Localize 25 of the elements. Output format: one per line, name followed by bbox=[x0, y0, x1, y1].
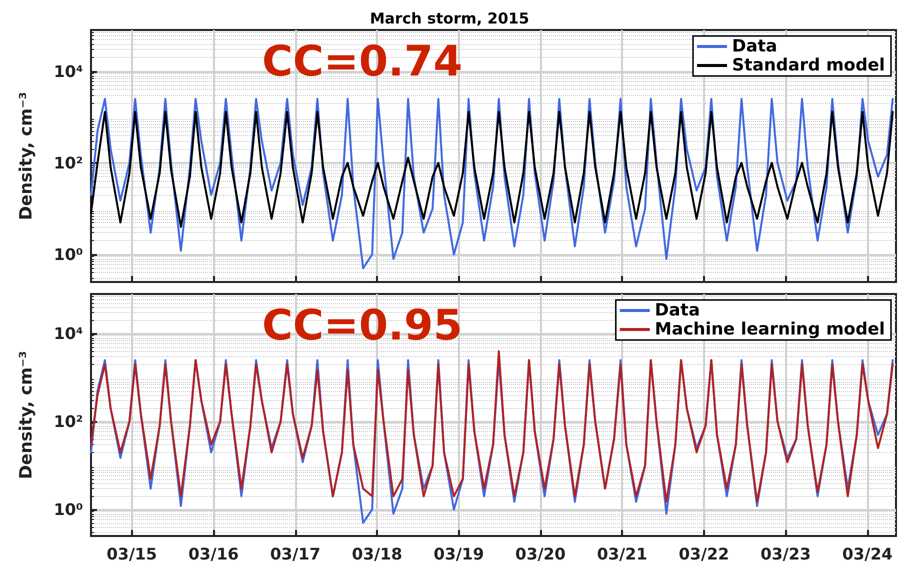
annotation: CC=0.95 bbox=[262, 300, 462, 350]
legend-label: Data bbox=[732, 36, 778, 56]
legend-label: Standard model bbox=[732, 56, 886, 76]
y-tick-label: 10⁴ bbox=[54, 62, 83, 81]
y-tick-label: 10⁰ bbox=[54, 244, 83, 264]
y-axis-title: Density, cm⁻³ bbox=[16, 350, 36, 480]
x-tick-label: 03/17 bbox=[270, 544, 320, 564]
y-tick-label: 10⁰ bbox=[54, 500, 83, 520]
x-tick-label: 03/20 bbox=[515, 544, 566, 564]
x-tick-label: 03/24 bbox=[842, 544, 893, 564]
x-tick-label: 03/19 bbox=[434, 544, 484, 564]
legend-label: Machine learning model bbox=[654, 320, 886, 340]
x-tick-label: 03/18 bbox=[352, 544, 402, 564]
y-tick-label: 10⁴ bbox=[54, 324, 83, 344]
legend-label: Data bbox=[654, 300, 700, 320]
y-tick-label: 10² bbox=[54, 412, 83, 432]
y-tick-label: 10² bbox=[54, 153, 83, 172]
x-tick-label: 03/16 bbox=[188, 544, 239, 564]
chart-title: March storm, 2015 bbox=[370, 10, 530, 28]
x-tick-label: 03/15 bbox=[106, 544, 158, 564]
x-tick-label: 03/21 bbox=[597, 544, 648, 564]
annotation: CC=0.74 bbox=[262, 36, 462, 86]
x-tick-label: 03/23 bbox=[760, 544, 811, 564]
y-axis-title: Density, cm⁻³ bbox=[16, 92, 36, 220]
x-tick-label: 03/22 bbox=[678, 544, 730, 564]
